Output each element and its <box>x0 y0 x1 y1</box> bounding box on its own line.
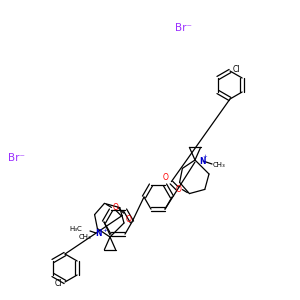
Text: O: O <box>163 173 168 182</box>
Text: +: + <box>202 154 207 160</box>
Text: O: O <box>176 185 181 194</box>
Text: Br⁻: Br⁻ <box>8 153 25 163</box>
Text: N: N <box>199 158 206 166</box>
Text: CH₃: CH₃ <box>213 162 226 168</box>
Text: O: O <box>125 215 131 224</box>
Text: Br⁻: Br⁻ <box>175 23 192 33</box>
Text: CH₃: CH₃ <box>78 234 91 240</box>
Text: +: + <box>103 227 107 232</box>
Text: Cl: Cl <box>55 280 62 289</box>
Text: O: O <box>112 203 118 212</box>
Text: N: N <box>95 230 101 238</box>
Text: H₃C: H₃C <box>69 226 82 232</box>
Text: Cl: Cl <box>233 64 241 74</box>
